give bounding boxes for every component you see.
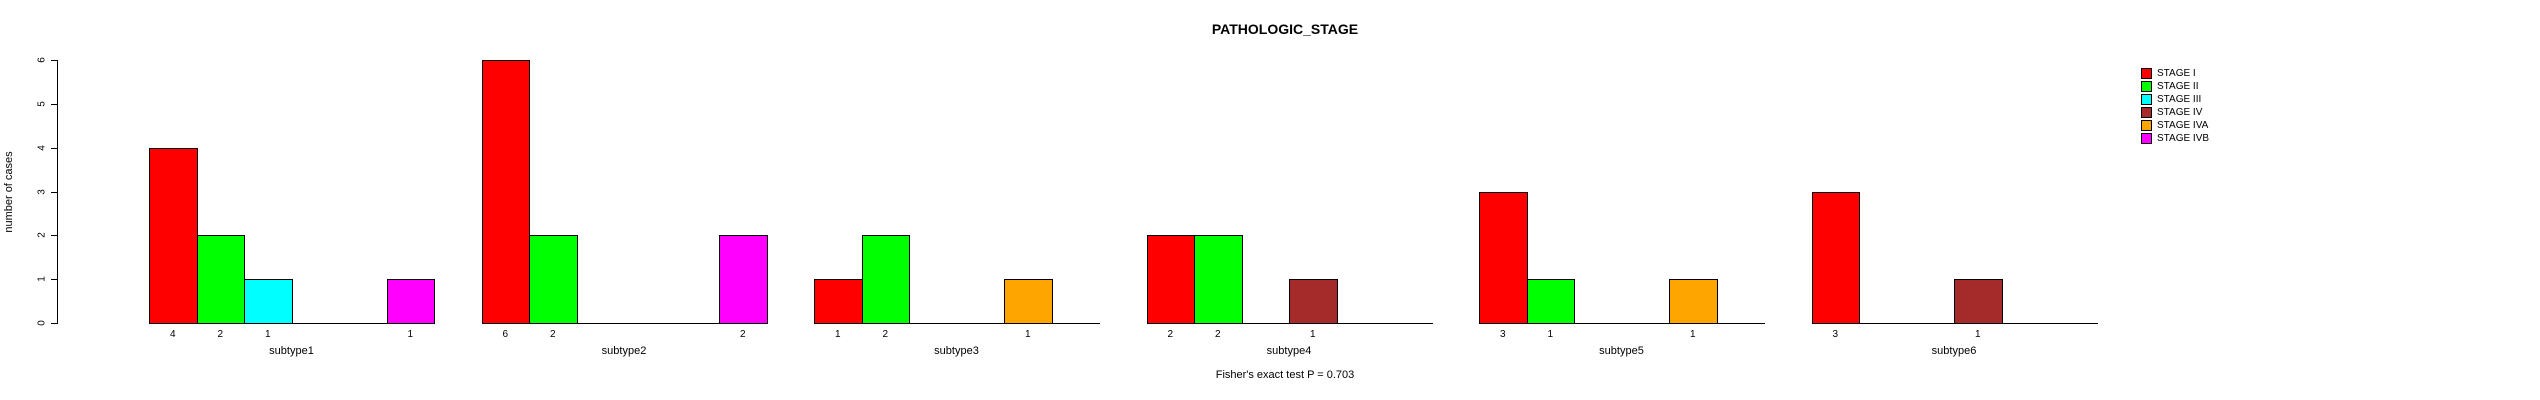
bar-stage-i-subtype1 <box>149 147 198 324</box>
chart-title: PATHOLOGIC_STAGE <box>1211 21 1359 37</box>
y-axis-tick <box>51 103 57 105</box>
y-tick-label: 4 <box>36 144 48 151</box>
legend-label: STAGE IVA <box>2157 120 2209 131</box>
legend-item-stage-iii: STAGE III <box>2141 93 2209 106</box>
bar-stage-iv-subtype6 <box>1954 279 2003 324</box>
group-baseline-subtype2 <box>481 323 768 324</box>
y-axis-line <box>57 60 58 324</box>
legend-label: STAGE IVB <box>2157 133 2210 144</box>
bar-stage-ivb-subtype2 <box>719 235 768 324</box>
legend-swatch-stage-ii <box>2141 81 2152 92</box>
legend-item-stage-i: STAGE I <box>2141 67 2209 80</box>
bar-value-label-stage-iva-subtype3: 1 <box>1024 329 1031 340</box>
legend-swatch-stage-iii <box>2141 94 2152 105</box>
bar-stage-ii-subtype2 <box>529 235 578 324</box>
y-axis-tick <box>51 147 57 149</box>
x-category-label-subtype2: subtype2 <box>601 345 647 357</box>
bar-value-label-stage-iv-subtype4: 1 <box>1309 329 1316 340</box>
bar-stage-iii-subtype1 <box>244 279 293 324</box>
bar-value-label-stage-i-subtype6: 3 <box>1832 329 1839 340</box>
x-category-label-subtype1: subtype1 <box>269 345 314 357</box>
x-category-label-subtype4: subtype4 <box>1266 345 1312 357</box>
bar-value-label-stage-iv-subtype6: 1 <box>1974 329 1981 340</box>
y-tick-label: 3 <box>36 188 48 195</box>
bar-value-label-stage-ii-subtype2: 2 <box>549 329 556 340</box>
y-axis-tick <box>51 323 57 324</box>
legend-swatch-stage-iv <box>2141 107 2152 118</box>
legend-label: STAGE I <box>2157 68 2196 79</box>
legend: STAGE I STAGE II STAGE III STAGE IV STAGE IV… <box>2141 67 2209 145</box>
bar-value-label-stage-i-subtype1: 4 <box>169 329 176 340</box>
y-tick-label: 2 <box>36 232 48 239</box>
bar-value-label-stage-ii-subtype5: 1 <box>1547 329 1554 340</box>
group-baseline-subtype3 <box>814 323 1100 324</box>
bar-value-label-stage-ivb-subtype2: 2 <box>739 329 746 340</box>
legend-swatch-stage-iva <box>2141 120 2152 131</box>
bar-stage-ii-subtype3 <box>861 235 910 324</box>
y-axis-tick <box>51 191 57 193</box>
legend-swatch-stage-i <box>2141 68 2152 79</box>
bar-stage-iv-subtype4 <box>1289 279 1338 324</box>
legend-label: STAGE III <box>2157 94 2202 105</box>
bar-value-label-stage-i-subtype4: 2 <box>1167 329 1174 340</box>
fisher-test-annotation: Fisher's exact test P = 0.703 <box>1215 369 1355 381</box>
group-baseline-subtype5 <box>1479 323 1765 324</box>
bar-stage-ivb-subtype1 <box>386 279 435 324</box>
y-tick-label: 6 <box>36 57 48 63</box>
bar-stage-i-subtype6 <box>1811 191 1860 324</box>
legend-item-stage-iv: STAGE IV <box>2141 106 2209 119</box>
bar-stage-i-subtype2 <box>481 60 530 324</box>
x-category-label-subtype6: subtype6 <box>1931 345 1977 357</box>
y-axis-tick <box>51 279 57 281</box>
y-axis-title: number of cases <box>3 151 15 233</box>
bar-stage-iva-subtype5 <box>1669 279 1718 324</box>
bar-stage-ii-subtype1 <box>196 235 245 324</box>
y-axis-tick <box>51 235 57 237</box>
bar-value-label-stage-ii-subtype3: 2 <box>882 329 889 340</box>
bar-value-label-stage-i-subtype3: 1 <box>834 329 841 340</box>
bar-stage-i-subtype5 <box>1479 191 1528 324</box>
bar-value-label-stage-ii-subtype4: 2 <box>1214 329 1221 340</box>
bar-stage-iva-subtype3 <box>1004 279 1053 324</box>
y-tick-label: 0 <box>36 320 48 326</box>
legend-label: STAGE IV <box>2157 107 2203 118</box>
bar-stage-ii-subtype4 <box>1194 235 1243 324</box>
bar-stage-ii-subtype5 <box>1526 279 1575 324</box>
y-tick-label: 5 <box>36 101 48 107</box>
bar-value-label-stage-ii-subtype1: 2 <box>217 329 224 340</box>
legend-swatch-stage-ivb <box>2141 133 2152 144</box>
bar-value-label-stage-i-subtype5: 3 <box>1499 329 1506 340</box>
x-category-label-subtype5: subtype5 <box>1599 345 1644 357</box>
bar-stage-i-subtype3 <box>814 279 863 324</box>
legend-label: STAGE II <box>2157 81 2199 92</box>
bar-value-label-stage-i-subtype2: 6 <box>502 329 509 340</box>
y-axis-tick <box>51 60 57 62</box>
legend-item-stage-ivb: STAGE IVB <box>2141 132 2209 145</box>
bar-value-label-stage-iii-subtype1: 1 <box>264 329 271 340</box>
y-tick-label: 1 <box>36 276 48 282</box>
bar-value-label-stage-ivb-subtype1: 1 <box>407 329 414 340</box>
legend-item-stage-iva: STAGE IVA <box>2141 119 2209 132</box>
bar-value-label-stage-iva-subtype5: 1 <box>1689 329 1696 340</box>
legend-item-stage-ii: STAGE II <box>2141 80 2209 93</box>
bar-stage-i-subtype4 <box>1146 235 1195 324</box>
x-category-label-subtype3: subtype3 <box>934 345 979 357</box>
